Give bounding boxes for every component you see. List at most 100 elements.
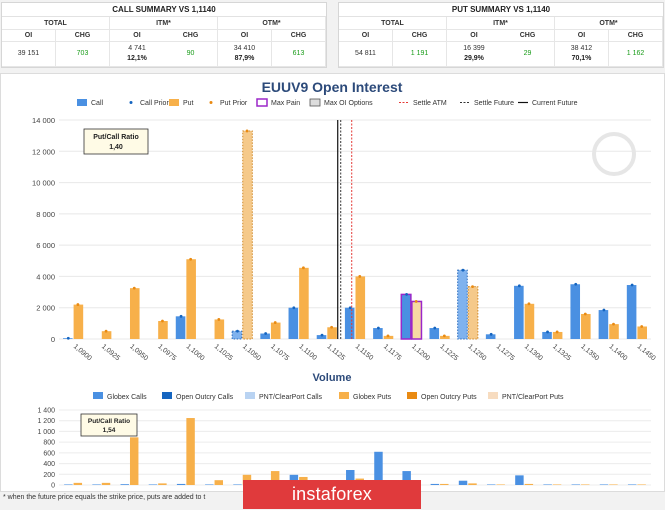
watermark-logo-icon xyxy=(592,132,636,176)
col-oi: OI xyxy=(555,30,609,42)
volume-legend-swatch xyxy=(488,392,498,399)
x-tick-label: 1,1200 xyxy=(410,343,431,362)
volume-ratio-label: Put/Call Ratio xyxy=(88,418,130,425)
put-prior-marker xyxy=(104,329,108,333)
volume-ratio-value: 1,54 xyxy=(103,427,116,434)
call-otm-header: OTM* xyxy=(218,17,326,30)
put-prior-marker xyxy=(471,285,474,288)
put-prior-marker xyxy=(583,312,587,316)
x-tick-label: 1,1400 xyxy=(607,343,628,362)
call-bar xyxy=(429,328,440,339)
call-bar xyxy=(457,269,468,340)
put-bar xyxy=(383,335,394,339)
globex-calls-bar xyxy=(458,480,468,485)
call-prior-marker xyxy=(179,314,183,318)
x-tick-label: 1,1025 xyxy=(213,343,234,362)
col-oi: OI xyxy=(110,30,164,42)
globex-calls-bar xyxy=(176,483,186,485)
legend-label: Put Prior xyxy=(220,100,248,107)
put-total-oi: 54 811 xyxy=(339,42,393,67)
call-prior-marker xyxy=(574,282,578,286)
x-tick-label: 1,0950 xyxy=(128,343,149,362)
put-bar xyxy=(411,300,423,340)
globex-calls-bar xyxy=(430,483,440,485)
x-tick-label: 1,1000 xyxy=(185,343,206,362)
globex-calls-bar xyxy=(543,484,552,485)
volume-title: Volume xyxy=(313,372,352,384)
x-tick-label: 1,0975 xyxy=(156,343,177,362)
call-bar xyxy=(598,310,609,339)
put-prior-marker xyxy=(386,334,390,338)
put-bar xyxy=(355,276,366,339)
call-itm-oi: 4 741 12,1% xyxy=(110,42,164,67)
put-total-header: TOTAL xyxy=(339,17,447,30)
put-prior-marker xyxy=(527,302,531,306)
legend-swatch-put xyxy=(169,99,179,106)
call-bar xyxy=(514,285,524,339)
put-prior-marker xyxy=(161,319,164,323)
put-bar xyxy=(186,259,196,339)
open-interest-chart: EUUV9 Open Interest Call Call Prior Put Put … xyxy=(32,79,657,490)
x-tick-label: 1,0900 xyxy=(72,343,93,362)
volume-legend-swatch xyxy=(162,392,172,399)
put-prior-marker xyxy=(414,300,418,303)
globex-calls-bar xyxy=(374,451,383,485)
call-itm-chg: 90 xyxy=(164,42,218,67)
y-tick-label: 2 000 xyxy=(36,304,55,313)
y-tick-label: 4 000 xyxy=(36,272,55,281)
volume-legend-label: Open Outcry Puts xyxy=(421,394,477,401)
legend-label: Settle ATM xyxy=(413,100,447,107)
globex-calls-bar xyxy=(148,484,158,485)
globex-puts-bar xyxy=(73,482,83,485)
call-bar xyxy=(373,328,383,339)
globex-puts-bar xyxy=(242,474,252,485)
watermark-text: instaforex xyxy=(291,484,373,504)
call-prior-marker xyxy=(236,329,239,333)
globex-puts-bar xyxy=(158,483,167,485)
put-summary-title: PUT SUMMARY VS 1,1140 xyxy=(339,3,663,17)
globex-calls-bar xyxy=(92,484,101,485)
col-chg: CHG xyxy=(164,30,218,42)
put-otm-header: OTM* xyxy=(555,17,663,30)
call-itm-header: ITM* xyxy=(110,17,218,30)
volume-legend-label: PNT/ClearPort Puts xyxy=(502,394,564,401)
call-prior-marker xyxy=(489,332,493,336)
globex-puts-bar xyxy=(270,471,280,485)
x-tick-label: 1,0925 xyxy=(100,343,121,362)
call-bar xyxy=(316,335,327,339)
globex-calls-bar xyxy=(233,484,242,485)
legend-label: Call xyxy=(91,100,104,107)
y-tick-label: 8 000 xyxy=(36,210,55,219)
globex-calls-bar xyxy=(402,471,411,485)
call-bar xyxy=(626,285,637,339)
globex-puts-bar xyxy=(552,484,562,485)
call-bar xyxy=(485,334,496,339)
legend-label: Max OI Options xyxy=(324,100,373,107)
call-bar xyxy=(570,284,581,339)
volume-y-tick-label: 1 200 xyxy=(37,418,55,425)
col-oi: OI xyxy=(447,30,501,42)
legend-swatch-put-prior xyxy=(209,101,213,104)
put-prior-marker xyxy=(330,325,334,329)
put-prior-marker xyxy=(612,322,615,326)
legend-label: Put xyxy=(183,100,194,107)
chart-title: EUUV9 Open Interest xyxy=(262,79,403,95)
x-tick-label: 1,1125 xyxy=(326,343,347,362)
put-bar xyxy=(552,331,563,339)
globex-calls-bar xyxy=(205,484,214,485)
call-otm-oi: 34 410 87,9% xyxy=(218,42,272,67)
call-prior-marker xyxy=(264,332,268,335)
x-tick-label: 1,1175 xyxy=(382,343,403,362)
call-total-header: TOTAL xyxy=(2,17,110,30)
y-tick-label: 14 000 xyxy=(32,116,55,125)
call-bar xyxy=(175,316,186,339)
put-call-ratio-label: Put/Call Ratio xyxy=(93,134,139,141)
put-bar xyxy=(129,288,140,339)
put-prior-marker xyxy=(76,303,80,306)
volume-y-tick-label: 200 xyxy=(43,472,55,479)
call-bar xyxy=(288,307,299,339)
volume-y-tick-label: 400 xyxy=(43,461,55,468)
put-bar xyxy=(467,286,479,340)
legend-label: Max Pain xyxy=(271,100,300,107)
